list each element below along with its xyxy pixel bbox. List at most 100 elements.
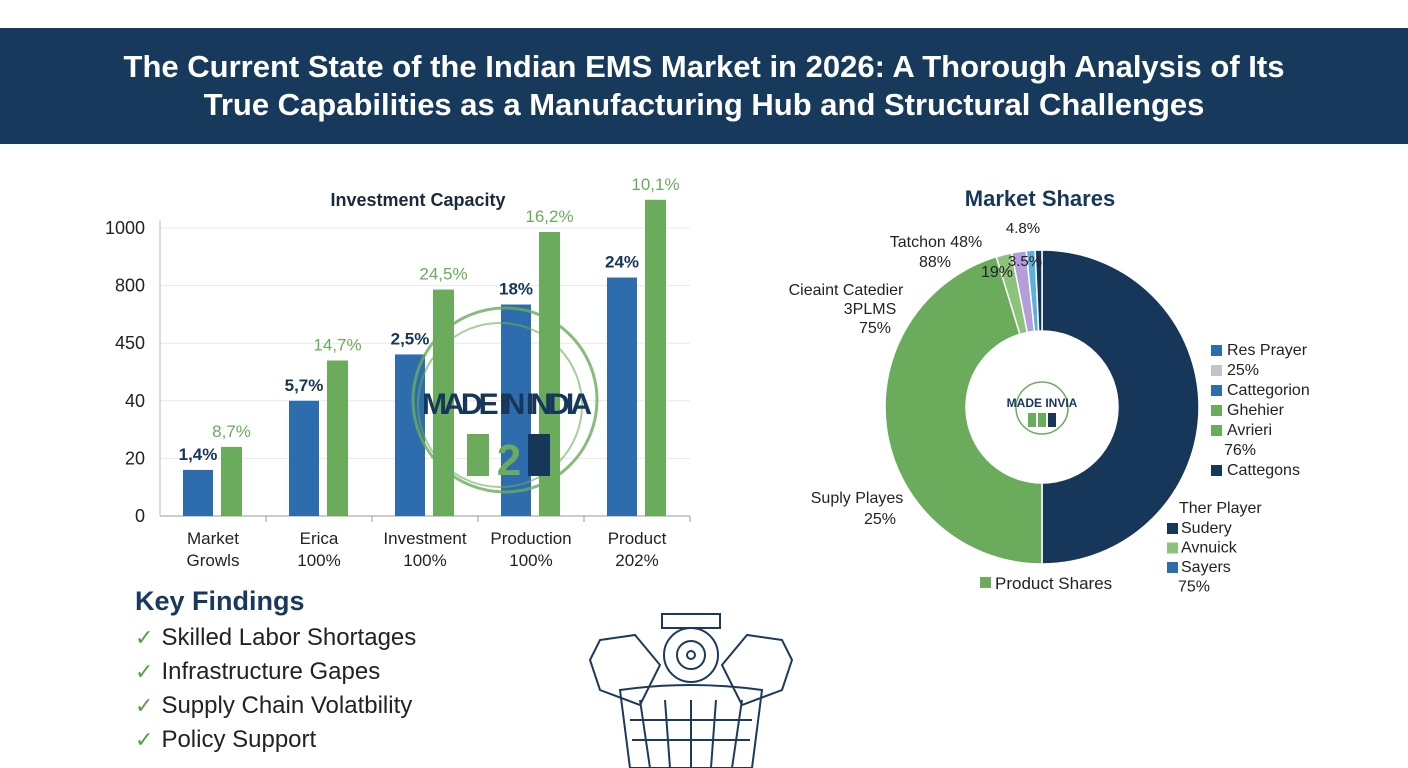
legend-swatch [980,577,991,588]
made-in-india-watermark: MADE IN INDIA [422,388,592,421]
pie-chart-title: Market Shares [965,186,1115,211]
bar-data-label: 10,1% [631,175,679,194]
check-icon: ✓ [135,659,154,684]
finding-item: ✓ Infrastructure Gapes [135,658,381,685]
bar-chart-title: Investment Capacity [330,190,505,210]
emblem-stroke [661,613,721,629]
legend-label: Avrieri [1227,422,1272,439]
legend-label: Res Prayer [1227,342,1308,359]
pie-annotation: 3PLMS [844,301,896,318]
x-tick-label: 100% [509,551,552,570]
stamp-glyph: 2 [497,436,521,485]
stamp-ring [417,322,583,488]
center-badge-ring [1015,381,1069,435]
page-title: The Current State of the Indian EMS Mark… [123,49,1285,122]
legend-label: 75% [1178,579,1210,596]
bar-data-label: 14,7% [313,335,361,354]
x-tick-label: Growls [187,551,240,570]
legend-label: Sudery [1181,520,1232,537]
x-tick-label: Market [187,529,239,548]
pie-annotation: Cieaint Catedier [789,282,904,299]
legend-swatch [1211,345,1222,356]
bar-data-label: 18% [499,280,533,299]
pie-annotation: 25% [864,511,896,528]
bar [501,304,531,516]
emblem-stroke [720,633,794,707]
legend-swatch [1211,425,1222,436]
y-tick-label: 800 [115,276,145,296]
badge-glyph [1038,413,1046,427]
check-icon: ✓ [135,625,154,650]
pie-slice [884,255,1043,565]
y-tick-label: 450 [115,333,145,353]
x-tick-label: 202% [615,551,658,570]
bar-data-label: 24,5% [419,265,467,284]
finding-item: ✓ Skilled Labor Shortages [135,624,417,651]
legend-swatch [1167,562,1178,573]
legend-label: 25% [1227,362,1259,379]
pie-annotation: Tatchon 48% [890,234,983,251]
bar [221,446,242,516]
x-tick-label: Investment [383,529,466,548]
center-badge-text: MADE INVIA [1007,396,1078,410]
pie-annotation: 88% [919,254,951,271]
y-tick-label: 0 [135,506,145,526]
legend-swatch [1211,405,1222,416]
legend-swatch [1211,365,1222,376]
badge-glyph [1028,413,1036,427]
legend-label: 76% [1224,442,1256,459]
bar [183,469,213,516]
x-tick-label: Erica [300,529,339,548]
x-tick-label: Production [490,529,571,548]
legend-swatch [1211,385,1222,396]
bar-data-label: 1,4% [179,445,218,464]
emblem-stroke [676,640,706,670]
pie-annotation: 19% [981,264,1013,281]
x-tick-label: Product [608,529,667,548]
emblem-stroke [588,633,662,707]
stamp-glyph [528,434,550,476]
emblem-stroke [630,719,752,741]
pie-slice [1041,249,1200,565]
key-findings-title: Key Findings [135,586,305,616]
pie-annotation: 4.8% [1006,220,1040,237]
emblem-stroke [663,627,719,683]
emblem-stroke [618,684,764,768]
legend-label: Sayers [1181,559,1231,576]
legend-label: Product Shares [995,574,1112,593]
bar-data-label: 2,5% [391,329,430,348]
bar [645,199,666,516]
y-tick-label: 1000 [105,218,145,238]
bar-data-label: 16,2% [525,207,573,226]
bar-data-label: 8,7% [212,422,251,441]
national-emblem-icon [588,613,794,768]
y-tick-label: 40 [125,391,145,411]
bar [289,400,319,516]
check-icon: ✓ [135,693,154,718]
badge-glyph [1048,413,1056,427]
pie-annotation: 75% [859,320,891,337]
legend-swatch [1167,523,1178,534]
bar-data-label: 5,7% [285,376,324,395]
legend-label: Cattegons [1227,462,1300,479]
stamp-ring [411,306,599,494]
bar-data-label: 24% [605,253,639,272]
bar [327,360,348,516]
y-tick-label: 20 [125,448,145,468]
legend-label: Avnuick [1181,540,1238,557]
legend-label: Cattegorion [1227,382,1310,399]
header-banner: The Current State of the Indian EMS Mark… [0,28,1408,144]
finding-item: ✓ Supply Chain Volatbility [135,692,413,719]
pie-annotation: Suply Playes [811,490,904,507]
x-tick-label: 100% [403,551,446,570]
legend-label: Ghehier [1227,402,1285,419]
bar [607,277,637,516]
legend-title: Ther Player [1179,500,1262,517]
finding-item: ✓ Policy Support [135,726,317,753]
stamp-glyph [467,434,489,476]
pie-annotation: 3.5% [1008,253,1042,270]
emblem-stroke [639,699,743,768]
check-icon: ✓ [135,727,154,752]
x-tick-label: 100% [297,551,340,570]
